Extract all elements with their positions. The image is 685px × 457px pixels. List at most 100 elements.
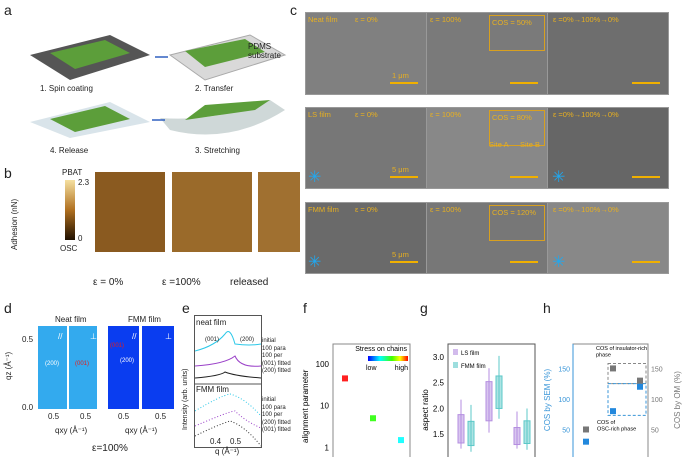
cycle-label: ε =0%→100%→0% bbox=[553, 205, 619, 214]
afm-image-100 bbox=[172, 172, 252, 252]
d-ytick-00: 0.0 bbox=[22, 403, 34, 412]
panel-label-d: d bbox=[4, 300, 12, 316]
scale-bar bbox=[390, 261, 418, 263]
d-xtick: 0.5 bbox=[155, 412, 167, 421]
charts-fgh: 110100neatLSFMMalignment parameterStress… bbox=[301, 343, 682, 457]
afm-image-released bbox=[258, 172, 300, 252]
d-xtick: 0.5 bbox=[48, 412, 60, 421]
e-peak-001: (001) bbox=[205, 337, 220, 343]
step-2-label: 2. Transfer bbox=[195, 84, 234, 93]
film-label: LS film bbox=[308, 110, 331, 119]
scale-bar bbox=[510, 176, 538, 178]
f-ylabel: alignment parameter bbox=[301, 369, 310, 443]
sem-image bbox=[305, 12, 427, 95]
afm-label-100: ε =100% bbox=[162, 277, 201, 288]
adhesion-axis-label: Adhesion (nN) bbox=[10, 198, 19, 250]
stretching-illustration bbox=[160, 100, 285, 135]
f-point bbox=[342, 375, 348, 382]
film-label: FMM film bbox=[308, 205, 339, 214]
snowflake-icon: ✳ bbox=[308, 254, 322, 271]
step-3-label: 3. Stretching bbox=[195, 146, 240, 155]
h-point-sem bbox=[583, 438, 589, 445]
scalebar-label: 5 μm bbox=[392, 165, 409, 174]
d-peak-001-fmm: (001) bbox=[110, 343, 125, 349]
g-box bbox=[485, 381, 493, 422]
afm-image-0 bbox=[95, 172, 165, 252]
d-xlabel: qxy (Å⁻¹) bbox=[55, 426, 88, 435]
d-title-fmm: FMM film bbox=[128, 315, 161, 324]
d-xtick: 0.5 bbox=[80, 412, 92, 421]
legend-item: (200) fitted bbox=[262, 368, 291, 374]
giwaxs-neat-par bbox=[38, 326, 67, 409]
d-ylabel: qz (Å⁻¹) bbox=[4, 351, 13, 380]
g-box bbox=[495, 375, 503, 409]
d-perp-neat: ⊥ bbox=[90, 332, 97, 341]
d-peak-200-fmm: (200) bbox=[120, 358, 135, 364]
giwaxs-fmm-perp bbox=[142, 326, 174, 409]
g-legend-swatch bbox=[453, 362, 458, 368]
d-xtick: 0.5 bbox=[118, 412, 130, 421]
giwaxs-fmm-par bbox=[108, 326, 139, 409]
scale-bar bbox=[390, 176, 418, 178]
pdms-substrate-label: PDMS substrate bbox=[248, 42, 281, 60]
stress-colorbar bbox=[368, 356, 408, 361]
g-ytick: 3.0 bbox=[433, 353, 445, 362]
afm-label-released: released bbox=[230, 277, 269, 288]
snowflake-icon: ✳ bbox=[308, 169, 322, 186]
scale-bar bbox=[632, 261, 660, 263]
f-legend-title: Stress on chains bbox=[355, 346, 407, 353]
snowflake-icon: ✳ bbox=[552, 169, 566, 186]
legend-item: 100 per bbox=[262, 353, 283, 359]
strain-100-label: ε = 100% bbox=[430, 15, 462, 24]
e-neat-label: neat film bbox=[196, 318, 227, 327]
site-b-label: Site B bbox=[520, 140, 541, 149]
d-xlabel: qxy (Å⁻¹) bbox=[125, 426, 158, 435]
site-a-label: Site A bbox=[489, 140, 509, 149]
sem-image bbox=[426, 12, 548, 95]
h-ytick-left: 150 bbox=[558, 366, 570, 373]
transfer-illustration bbox=[168, 34, 287, 81]
d-title-neat: Neat film bbox=[55, 315, 87, 324]
legend-item: (200) fitted bbox=[262, 419, 291, 426]
strain-0-label: ε = 0% bbox=[355, 15, 378, 24]
f-point bbox=[370, 415, 376, 422]
g-legend-swatch bbox=[453, 349, 458, 355]
e-peak-200: (200) bbox=[240, 337, 255, 343]
cycle-label: ε =0%→100%→0% bbox=[553, 15, 619, 24]
f-ytick: 10 bbox=[320, 402, 329, 411]
cos-label: COS = 50% bbox=[489, 15, 545, 51]
strain-0-label: ε = 0% bbox=[355, 205, 378, 214]
h-ytick-right: 50 bbox=[651, 427, 659, 434]
panel-label-g: g bbox=[420, 300, 428, 316]
sem-image bbox=[426, 107, 548, 189]
scale-bar bbox=[632, 176, 660, 178]
e-xlabel: q (Å⁻¹) bbox=[215, 447, 240, 456]
e-ylabel: Intensity (arb. units) bbox=[182, 368, 189, 430]
legend-item: 100 para bbox=[262, 404, 286, 411]
afm-label-0: ε = 0% bbox=[93, 277, 124, 288]
sem-image bbox=[547, 12, 669, 95]
legend-item: initial bbox=[262, 397, 276, 403]
panel-label-b: b bbox=[4, 165, 12, 181]
g-legend-label: LS film bbox=[461, 351, 479, 357]
d-peak-001-neat: (001) bbox=[75, 361, 90, 367]
e-legend-fmm: initial 100 para 100 per (200) fitted (0… bbox=[262, 397, 291, 435]
scale-max: 2.3 bbox=[78, 178, 90, 187]
g-box bbox=[467, 420, 475, 447]
g-ylabel: aspect ratio bbox=[421, 389, 430, 431]
h-ytick-right: 100 bbox=[651, 397, 663, 404]
f-ytick: 100 bbox=[316, 360, 330, 369]
snowflake-icon: ✳ bbox=[552, 254, 566, 271]
panel-label-e: e bbox=[182, 300, 190, 316]
legend-item: 100 per bbox=[262, 412, 283, 418]
giwaxs-neat-perp bbox=[69, 326, 97, 409]
scale-bar bbox=[510, 82, 538, 84]
legend-item: (001) fitted bbox=[262, 427, 291, 433]
g-box bbox=[513, 427, 521, 446]
strain-100-label: ε = 100% bbox=[430, 205, 462, 214]
scale-min: 0 bbox=[78, 234, 83, 243]
h-point-sem bbox=[637, 383, 643, 390]
f-plot-frame bbox=[332, 343, 411, 457]
f-point bbox=[398, 437, 404, 444]
h-point-om bbox=[637, 377, 643, 384]
